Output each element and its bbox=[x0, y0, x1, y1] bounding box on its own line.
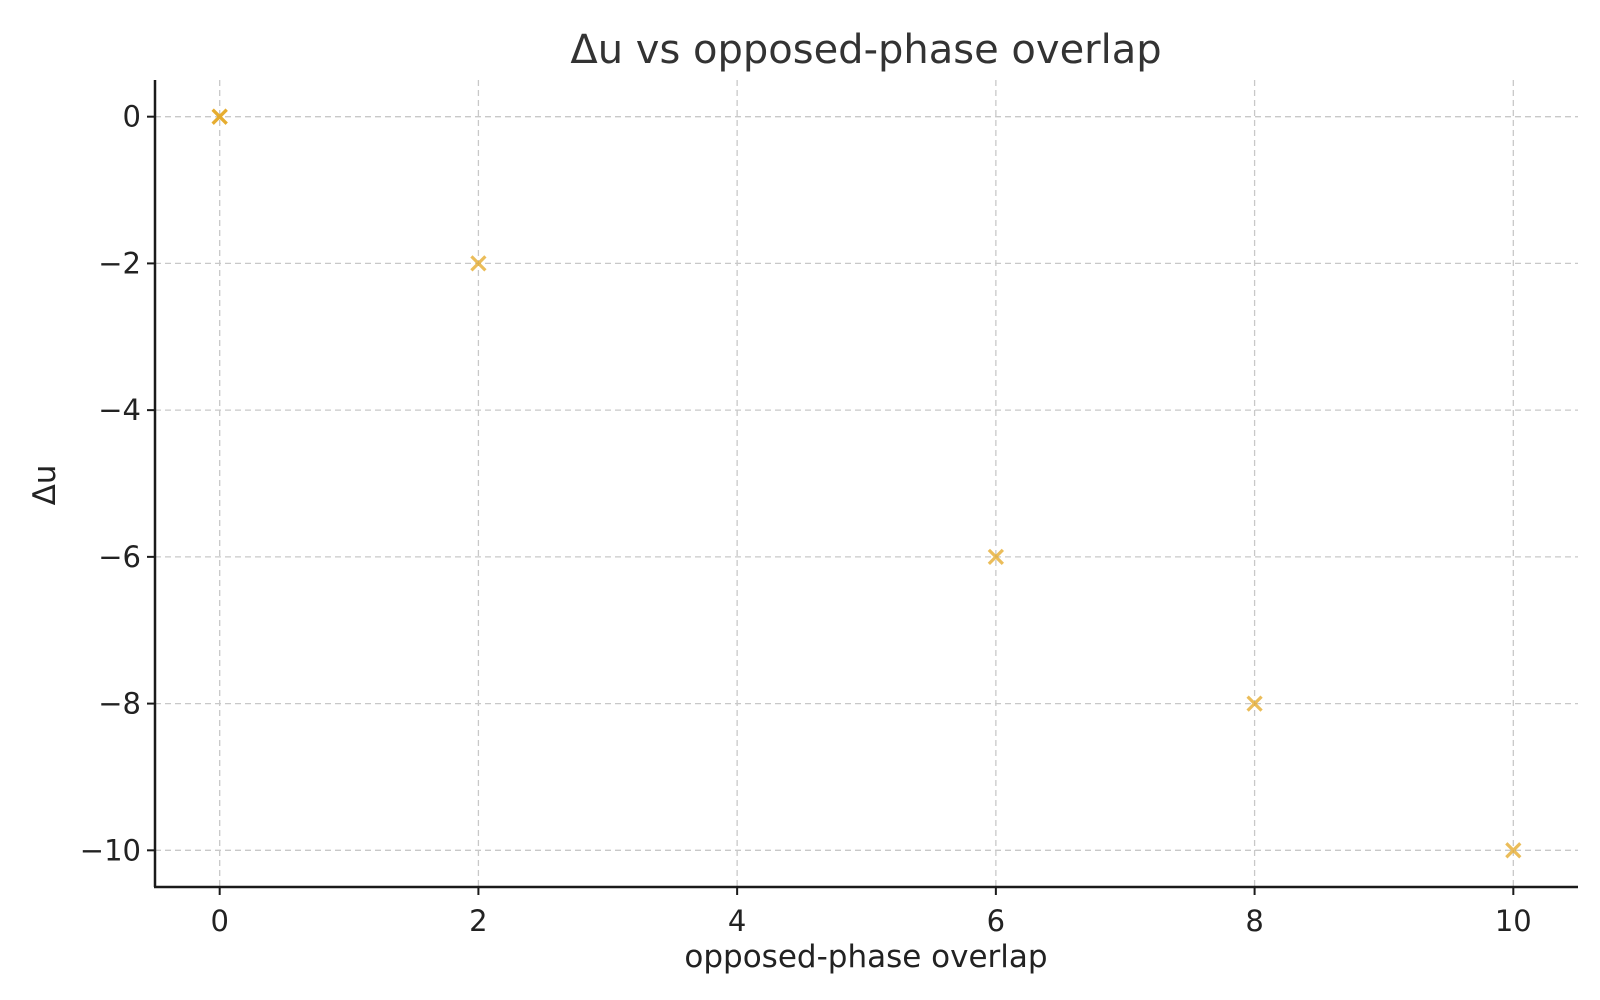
x-tick-label: 2 bbox=[469, 904, 487, 938]
y-tick-label: 0 bbox=[123, 100, 141, 134]
x-tick-label: 0 bbox=[210, 904, 228, 938]
data-point bbox=[1246, 695, 1263, 712]
y-tick-label: −8 bbox=[98, 687, 141, 721]
data-point bbox=[211, 108, 228, 125]
chart-title: Δu vs opposed-phase overlap bbox=[570, 27, 1161, 73]
y-tick-label: −6 bbox=[98, 540, 141, 574]
data-points bbox=[211, 108, 1522, 859]
x-axis-label: opposed-phase overlap bbox=[684, 939, 1047, 975]
x-tick-label: 8 bbox=[1245, 904, 1263, 938]
axes bbox=[153, 80, 1578, 889]
data-point bbox=[470, 255, 487, 272]
ticks: 0 2 4 6 8 10 0 −2 −4 −6 −8 −10 bbox=[80, 100, 1532, 938]
x-tick-label: 6 bbox=[987, 904, 1005, 938]
y-axis-label: Δu bbox=[27, 465, 63, 506]
grid bbox=[155, 80, 1578, 887]
data-point bbox=[987, 548, 1004, 565]
x-tick-label: 10 bbox=[1495, 904, 1532, 938]
data-point bbox=[1505, 842, 1522, 859]
x-tick-label: 4 bbox=[728, 904, 746, 938]
y-tick-label: −4 bbox=[98, 393, 141, 427]
y-tick-label: −10 bbox=[80, 833, 141, 867]
y-tick-label: −2 bbox=[98, 246, 141, 280]
